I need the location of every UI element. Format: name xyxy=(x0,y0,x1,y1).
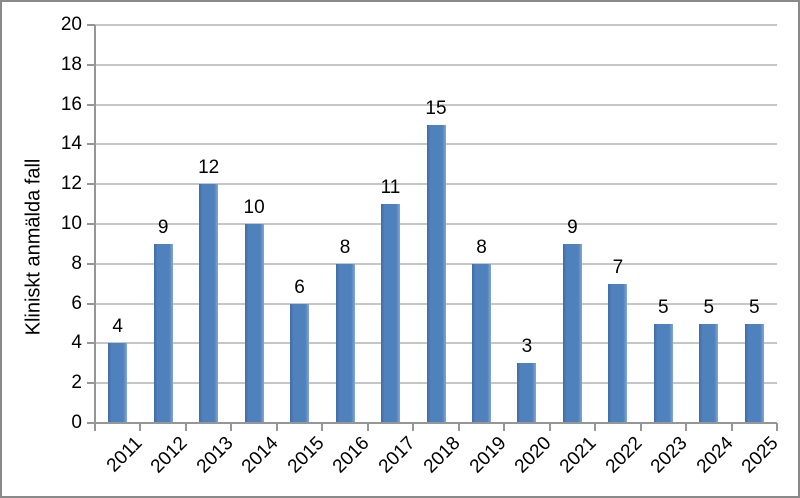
bar xyxy=(472,263,491,423)
x-axis-tick xyxy=(184,423,187,431)
y-tick-label: 20 xyxy=(60,14,82,35)
bar-value-label: 5 xyxy=(749,296,760,318)
y-axis-tick xyxy=(87,262,95,265)
y-gridline xyxy=(95,103,777,106)
bar-value-label: 6 xyxy=(294,276,305,298)
x-axis-tick xyxy=(594,423,597,431)
x-axis-tick xyxy=(639,423,642,431)
x-axis-tick xyxy=(321,423,324,431)
y-tick-label: 2 xyxy=(71,372,82,394)
x-axis-tick xyxy=(457,423,460,431)
x-axis-tick xyxy=(776,423,778,431)
bar xyxy=(517,363,537,423)
x-axis-tick xyxy=(730,423,733,431)
y-axis-tick xyxy=(87,143,95,146)
x-axis-line xyxy=(94,422,777,424)
x-axis-tick xyxy=(366,423,369,431)
y-tick-label: 12 xyxy=(60,173,82,195)
bar xyxy=(108,343,128,423)
y-tick-label: 14 xyxy=(60,133,82,155)
x-axis-tick xyxy=(230,423,233,431)
bar-value-label: 12 xyxy=(198,157,220,179)
y-gridline xyxy=(95,63,777,66)
bar-value-label: 9 xyxy=(157,216,169,238)
y-axis-tick xyxy=(87,302,95,305)
x-axis-tick xyxy=(685,423,688,431)
bar-value-label: 10 xyxy=(243,197,265,218)
bar xyxy=(153,243,173,423)
y-axis-tick xyxy=(87,103,95,106)
y-tick-label: 6 xyxy=(71,292,82,314)
bar-value-label: 3 xyxy=(521,336,533,358)
x-axis-tick xyxy=(94,423,96,431)
bar-value-label: 4 xyxy=(112,316,123,338)
bar xyxy=(381,204,400,423)
y-axis-tick xyxy=(87,382,95,385)
y-tick-label: 18 xyxy=(60,53,82,75)
bar-value-label: 9 xyxy=(567,216,578,238)
bar xyxy=(290,303,310,423)
y-axis-tick xyxy=(87,342,95,345)
y-tick-label: 4 xyxy=(71,332,82,354)
bar xyxy=(244,224,264,423)
x-axis-tick xyxy=(412,423,415,431)
x-axis-tick xyxy=(503,423,506,431)
bar-value-label: 5 xyxy=(703,296,715,318)
bar-value-label: 8 xyxy=(476,236,487,258)
bar xyxy=(653,323,673,423)
bar xyxy=(744,323,764,423)
bar xyxy=(562,243,582,423)
bar-value-label: 11 xyxy=(380,177,401,199)
y-axis-tick xyxy=(87,223,95,225)
y-axis-tick xyxy=(87,24,95,26)
x-axis-tick xyxy=(139,423,142,431)
x-axis-tick xyxy=(548,423,551,431)
y-axis-line xyxy=(94,25,96,424)
bar-value-label: 7 xyxy=(612,256,624,278)
y-axis-tick xyxy=(87,183,95,186)
bar-value-label: 8 xyxy=(339,236,351,258)
y-tick-label: 8 xyxy=(71,252,82,274)
y-axis-tick xyxy=(87,63,95,66)
bar-value-label: 15 xyxy=(425,97,447,119)
bar xyxy=(699,323,719,423)
bar xyxy=(335,263,355,423)
x-axis-tick xyxy=(275,423,278,431)
y-tick-label: 0 xyxy=(71,412,82,433)
y-gridline xyxy=(95,24,777,26)
y-tick-label: 16 xyxy=(60,93,82,115)
bar xyxy=(199,184,219,423)
y-axis-tick xyxy=(87,422,95,424)
bar xyxy=(608,283,628,423)
bar-value-label: 5 xyxy=(658,296,669,318)
y-tick-label: 10 xyxy=(60,213,82,234)
bar xyxy=(426,124,446,423)
